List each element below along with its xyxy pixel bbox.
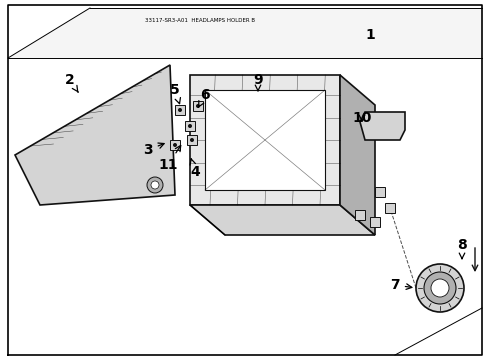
Text: 7: 7 bbox=[390, 278, 412, 292]
Circle shape bbox=[416, 264, 464, 312]
Circle shape bbox=[173, 143, 177, 147]
Circle shape bbox=[147, 177, 163, 193]
Circle shape bbox=[424, 272, 456, 304]
Circle shape bbox=[190, 138, 194, 142]
Polygon shape bbox=[375, 187, 385, 197]
Polygon shape bbox=[15, 65, 175, 205]
Circle shape bbox=[431, 279, 449, 297]
Text: 6: 6 bbox=[198, 88, 210, 107]
Circle shape bbox=[188, 124, 192, 128]
Polygon shape bbox=[355, 210, 365, 220]
Text: 33117-SR3-A01  HEADLAMPS HOLDER B: 33117-SR3-A01 HEADLAMPS HOLDER B bbox=[145, 18, 255, 23]
Text: 3: 3 bbox=[143, 143, 164, 157]
Polygon shape bbox=[190, 205, 375, 235]
Circle shape bbox=[178, 108, 182, 112]
Polygon shape bbox=[340, 75, 375, 235]
Polygon shape bbox=[205, 90, 325, 190]
Polygon shape bbox=[185, 121, 195, 131]
Polygon shape bbox=[170, 140, 180, 150]
Text: 2: 2 bbox=[65, 73, 78, 92]
Polygon shape bbox=[370, 217, 380, 227]
Polygon shape bbox=[187, 135, 197, 145]
Text: 5: 5 bbox=[170, 83, 180, 104]
Polygon shape bbox=[190, 75, 340, 205]
Text: 9: 9 bbox=[253, 73, 263, 91]
Polygon shape bbox=[175, 105, 185, 115]
Polygon shape bbox=[8, 8, 482, 58]
Polygon shape bbox=[193, 101, 203, 111]
Polygon shape bbox=[360, 112, 405, 140]
Circle shape bbox=[151, 181, 159, 189]
Circle shape bbox=[196, 104, 200, 108]
Text: 10: 10 bbox=[352, 111, 372, 125]
Text: 4: 4 bbox=[190, 159, 200, 179]
Text: 11: 11 bbox=[158, 145, 181, 172]
Text: 8: 8 bbox=[457, 238, 467, 258]
Polygon shape bbox=[385, 203, 395, 213]
Text: 1: 1 bbox=[365, 28, 375, 42]
